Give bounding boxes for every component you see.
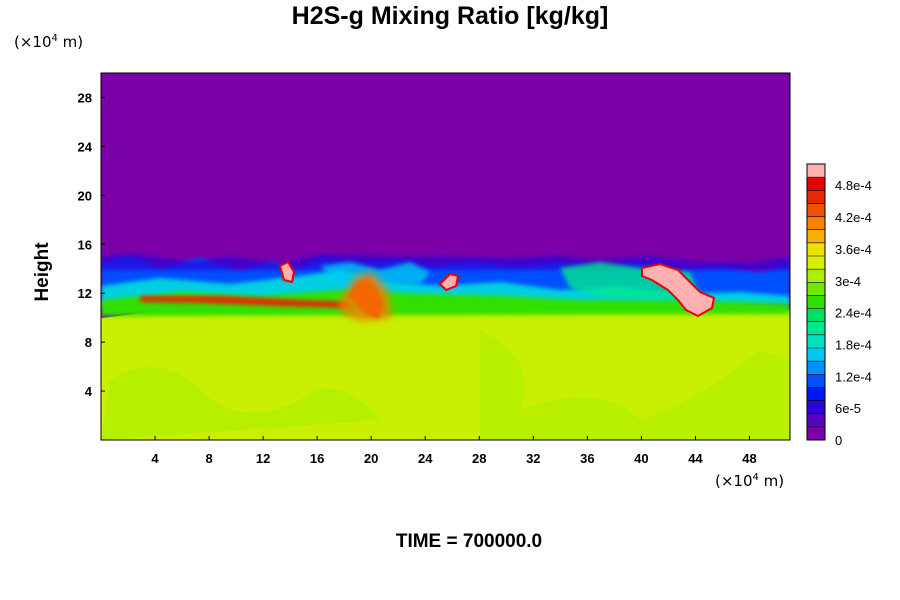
field-band-green — [101, 290, 790, 316]
colorbar-swatch — [807, 348, 825, 362]
x-tick-label: 20 — [364, 451, 378, 466]
field-red-streak — [140, 296, 350, 308]
field-texture — [480, 330, 790, 440]
field-orange-halo — [340, 272, 392, 322]
colorbar-swatch — [807, 321, 825, 336]
colorbar-tick-label: 1.2e-4 — [835, 369, 872, 384]
colorbar-swatch — [807, 295, 825, 310]
colorbar-swatch — [807, 164, 825, 178]
colorbar-tick-label: 2.4e-4 — [835, 306, 872, 321]
x-tick-label: 12 — [256, 451, 270, 466]
colorbar-swatch — [807, 387, 825, 402]
colorbar-swatch — [807, 269, 825, 283]
colorbar-swatch — [807, 426, 825, 441]
x-tick-label: 48 — [742, 451, 756, 466]
colorbar-tick-label: 0 — [835, 433, 842, 448]
time-label: TIME = 700000.0 — [395, 531, 543, 552]
colorbar-swatch — [807, 177, 825, 191]
x-tick-label: 16 — [310, 451, 324, 466]
colorbar-tick-label: 1.8e-4 — [835, 337, 872, 352]
y-tick-label: 8 — [85, 335, 92, 350]
field-wisp — [320, 262, 430, 286]
colorbar-tick-label: 3e-4 — [835, 274, 861, 289]
colorbar-swatch — [807, 256, 825, 270]
colorbar: 0 6e-5 1.2e-4 1.8e-4 2.4e-4 3e-4 3.6e-4 4.2e-4 4… — [806, 163, 872, 448]
x-tick-label: 32 — [526, 451, 540, 466]
colorbar-swatch — [807, 242, 825, 257]
x-tick-label: 36 — [580, 451, 594, 466]
y-tick-label: 28 — [78, 90, 92, 105]
colorbar-frame — [806, 163, 826, 441]
colorbar-swatch — [807, 190, 825, 204]
x-tick-label: 28 — [472, 451, 486, 466]
plot-frame — [100, 72, 791, 441]
colorbar-tick-label: 4.8e-4 — [835, 178, 872, 193]
colorbar-swatch — [807, 308, 825, 323]
y-tick-label: 16 — [78, 237, 92, 252]
colorbar-swatch — [807, 203, 825, 218]
heatmap-field — [101, 73, 790, 440]
field-pink-patch — [278, 260, 296, 284]
field-texture — [101, 367, 380, 440]
chart-title: H2S-g Mixing Ratio [kg/kg] — [291, 2, 609, 30]
colorbar-swatch — [807, 334, 825, 349]
y-tick-label: 12 — [78, 286, 92, 301]
colorbar-swatch — [807, 282, 825, 296]
colorbar-swatch — [807, 229, 825, 244]
y-axis-ticks: 4 8 12 16 20 24 28 — [78, 90, 105, 399]
colorbar-tick-label: 4.2e-4 — [835, 210, 872, 225]
x-tick-label: 44 — [688, 451, 703, 466]
x-tick-label: 4 — [151, 451, 159, 466]
colorbar-swatch — [807, 361, 825, 375]
x-tick-label: 24 — [418, 451, 433, 466]
field-pink-patch — [438, 272, 460, 292]
x-tick-label: 40 — [634, 451, 648, 466]
colorbar-tick-label: 6e-5 — [835, 401, 861, 416]
colorbar-tick-label: 3.6e-4 — [835, 242, 872, 257]
x-tick-label: 8 — [205, 451, 212, 466]
x-axis-ticks: 4 8 12 16 20 24 28 32 36 40 44 48 — [151, 436, 757, 466]
y-tick-label: 24 — [78, 139, 93, 154]
y-tick-label: 20 — [78, 188, 92, 203]
colorbar-swatch — [807, 374, 825, 388]
colorbar-swatch — [807, 216, 825, 231]
y-tick-label: 4 — [85, 384, 93, 399]
x-axis-unit: (×104 m) — [715, 472, 785, 490]
colorbar-swatch — [807, 400, 825, 415]
y-axis-unit: (×104 m) — [14, 33, 84, 51]
colorbar-swatch — [807, 413, 825, 428]
field-pink-patch — [641, 262, 716, 318]
